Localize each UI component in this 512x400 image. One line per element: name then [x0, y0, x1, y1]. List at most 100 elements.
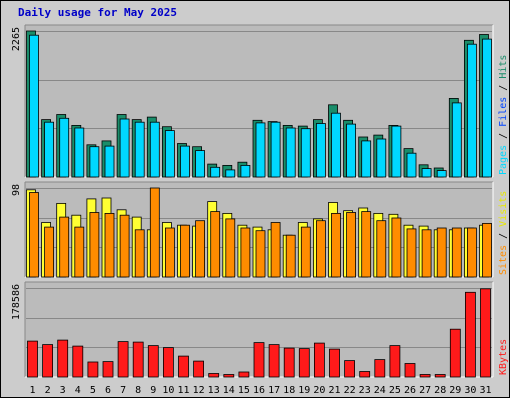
bar-sites-day-20: [315, 220, 326, 278]
day-label-8: 8: [135, 385, 141, 396]
bar-kbytes-day-16: [253, 342, 265, 378]
bar-kbytes-day-30: [464, 291, 476, 378]
panel-kbytes-legend: KBytes: [498, 339, 509, 375]
legend-files: Files: [498, 97, 509, 127]
bar-kbytes-day-28: [434, 374, 446, 378]
bar-sites-day-3: [59, 216, 70, 278]
bar-sites-day-2: [44, 226, 54, 278]
bar-sites-day-10: [164, 227, 175, 278]
panel-visits-sites-legend: Sites / Visits: [498, 191, 509, 275]
bar-kbytes-day-12: [193, 360, 205, 378]
bar-pages-day-11: [180, 145, 190, 178]
day-label-30: 30: [464, 385, 476, 396]
legend-pages: Pages: [498, 145, 509, 175]
bar-kbytes-day-2: [42, 344, 53, 378]
legend-sites: Sites: [498, 245, 509, 275]
bar-sites-day-27: [421, 229, 432, 278]
bar-pages-day-1: [29, 34, 39, 178]
bar-pages-day-3: [59, 117, 70, 178]
bar-kbytes-day-7: [117, 341, 129, 378]
bar-sites-day-28: [436, 227, 447, 278]
bar-kbytes-day-17: [268, 344, 280, 378]
day-label-4: 4: [75, 385, 81, 396]
day-label-21: 21: [328, 385, 340, 396]
bar-sites-day-1: [29, 192, 39, 278]
bar-pages-day-29: [451, 102, 462, 178]
bar-sites-day-30: [466, 227, 477, 278]
bar-kbytes-day-25: [389, 345, 401, 378]
day-label-20: 20: [313, 385, 325, 396]
day-label-6: 6: [105, 385, 111, 396]
bar-pages-day-18: [285, 127, 296, 178]
bar-sites-day-25: [391, 217, 402, 278]
bar-pages-day-4: [74, 127, 85, 178]
bar-sites-day-21: [331, 212, 341, 278]
bar-pages-day-25: [391, 125, 402, 178]
bar-kbytes-day-29: [449, 328, 461, 378]
day-label-12: 12: [193, 385, 205, 396]
panel-hits-files-pages-max-label: 2265: [11, 27, 22, 51]
bar-sites-day-31: [482, 222, 492, 278]
day-label-11: 11: [177, 385, 189, 396]
bar-kbytes-day-8: [132, 341, 144, 378]
bar-pages-day-7: [119, 118, 130, 178]
day-label-16: 16: [253, 385, 265, 396]
bar-sites-day-7: [119, 214, 130, 278]
day-label-22: 22: [344, 385, 356, 396]
bar-sites-day-6: [104, 212, 115, 278]
bar-sites-day-23: [361, 211, 372, 278]
day-label-23: 23: [359, 385, 371, 396]
bar-sites-day-15: [240, 227, 251, 278]
bar-sites-day-11: [180, 224, 190, 278]
bar-pages-day-28: [436, 170, 447, 178]
day-label-7: 7: [120, 385, 126, 396]
bar-sites-day-16: [255, 230, 266, 278]
bar-pages-day-10: [164, 130, 175, 178]
bar-sites-day-9: [149, 187, 160, 278]
bar-pages-day-15: [240, 164, 251, 178]
bar-sites-day-4: [74, 226, 85, 278]
day-label-18: 18: [283, 385, 295, 396]
bar-kbytes-day-15: [238, 371, 250, 378]
bar-kbytes-day-22: [344, 360, 356, 378]
bar-kbytes-day-1: [27, 340, 38, 378]
day-label-26: 26: [404, 385, 416, 396]
bar-sites-day-5: [89, 212, 100, 278]
day-label-17: 17: [268, 385, 280, 396]
bar-pages-day-12: [195, 150, 206, 178]
bar-pages-day-21: [331, 112, 341, 178]
bar-sites-day-22: [346, 212, 357, 278]
panel-kbytes-max-label: 178586: [11, 284, 22, 320]
bar-kbytes-day-31: [480, 288, 491, 378]
day-label-31: 31: [479, 385, 491, 396]
bar-pages-day-17: [270, 121, 281, 178]
bar-kbytes-day-3: [57, 339, 69, 378]
day-label-9: 9: [150, 385, 156, 396]
bar-pages-day-23: [361, 140, 372, 178]
bar-kbytes-day-20: [313, 342, 325, 378]
day-label-27: 27: [419, 385, 431, 396]
day-label-24: 24: [374, 385, 386, 396]
bar-kbytes-day-18: [283, 347, 295, 378]
legend-hits: Hits: [498, 55, 509, 79]
bar-kbytes-day-4: [72, 345, 84, 378]
bar-pages-day-22: [346, 123, 357, 178]
panel-visits-sites-max-label: 98: [11, 184, 22, 196]
bar-pages-day-13: [210, 166, 221, 178]
bar-kbytes-day-13: [208, 373, 220, 378]
bar-kbytes-day-11: [178, 355, 189, 378]
bar-sites-day-12: [195, 220, 206, 278]
day-label-29: 29: [449, 385, 461, 396]
bar-kbytes-day-10: [162, 347, 174, 378]
day-label-19: 19: [298, 385, 310, 396]
bar-kbytes-day-19: [298, 348, 310, 378]
legend-separator: /: [498, 227, 509, 245]
bar-sites-day-26: [406, 228, 417, 278]
bar-sites-day-29: [451, 227, 462, 278]
day-label-25: 25: [389, 385, 401, 396]
bar-kbytes-day-26: [404, 363, 416, 378]
day-label-10: 10: [162, 385, 174, 396]
bar-sites-day-19: [300, 226, 311, 278]
bar-sites-day-18: [285, 234, 296, 278]
